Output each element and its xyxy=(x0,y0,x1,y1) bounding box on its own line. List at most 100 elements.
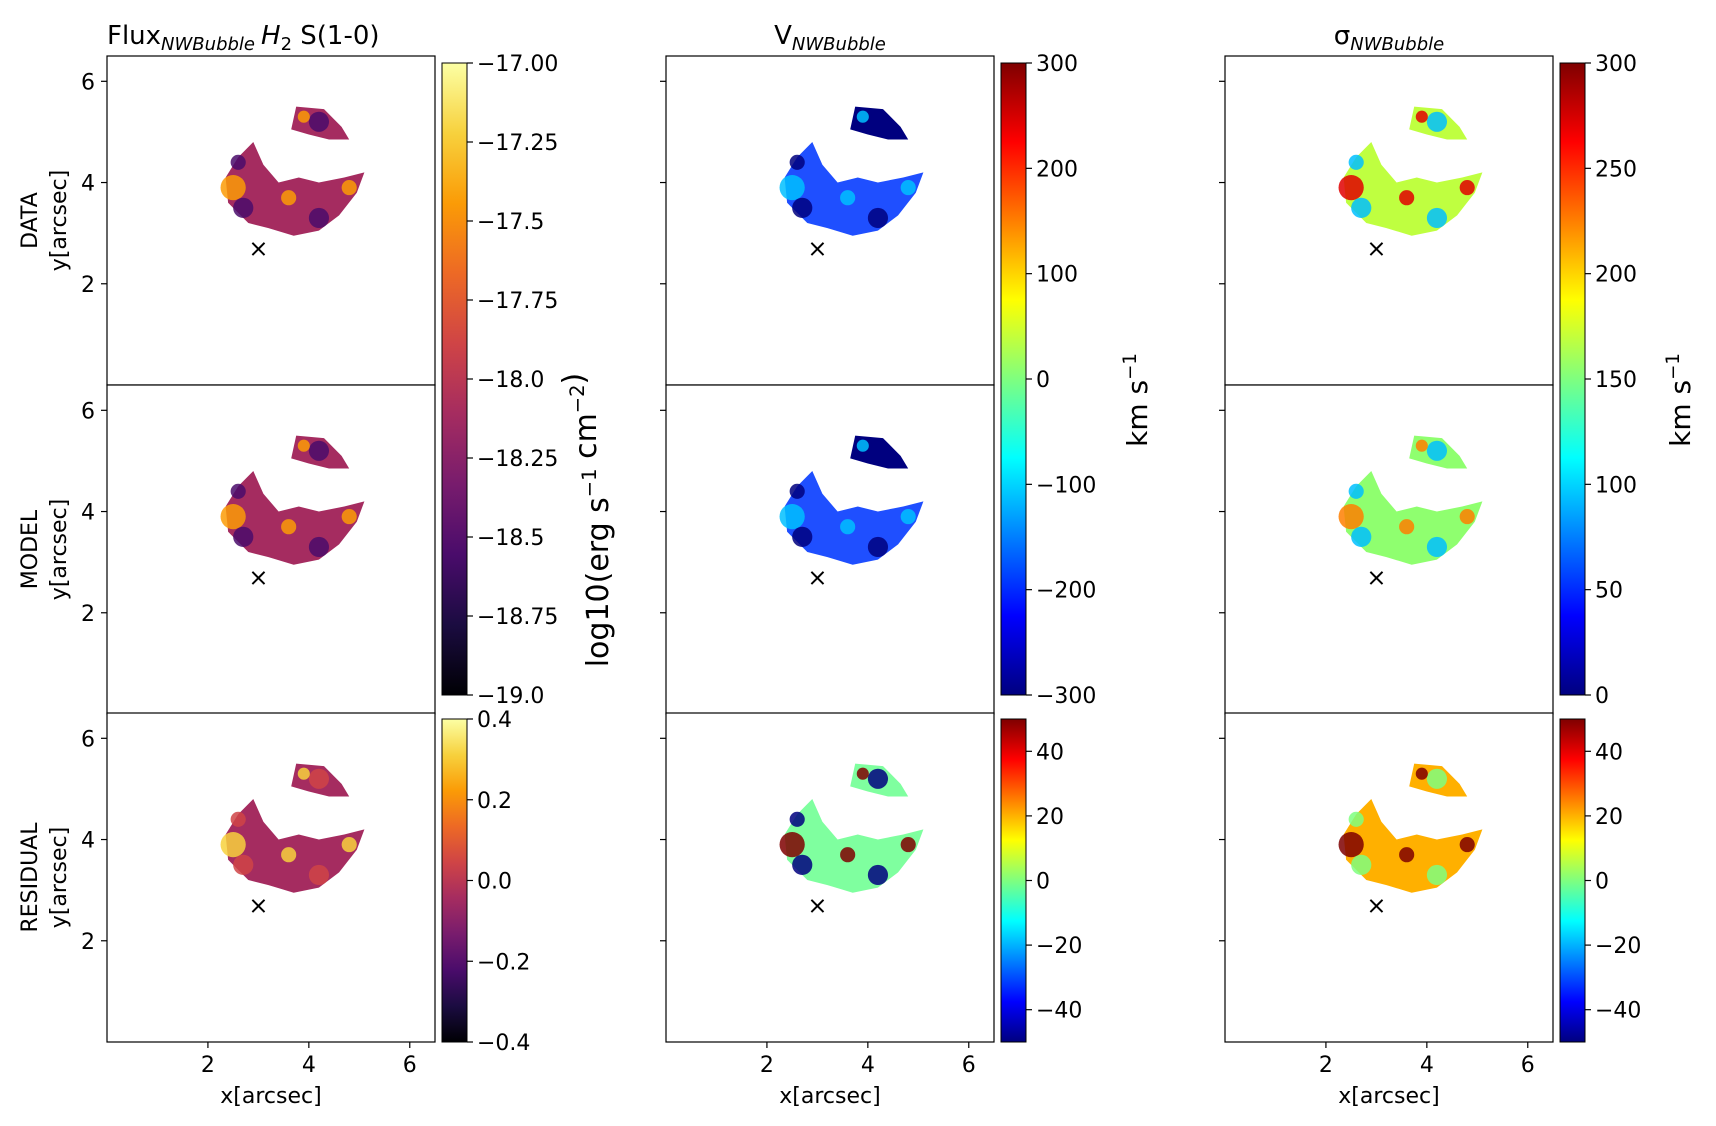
emission-patch xyxy=(840,190,856,206)
colorbar-tick-label: 0 xyxy=(1036,870,1050,895)
emission-patch xyxy=(1426,111,1448,132)
y-axis-label: y[arcsec] xyxy=(47,827,72,928)
colorbar-tick-label: 40 xyxy=(1595,740,1623,765)
emission-patch xyxy=(1459,837,1475,853)
colorbar-gradient xyxy=(441,718,468,1043)
x-axis-label: x[arcsec] xyxy=(1338,1084,1439,1109)
y-tick-label: 6 xyxy=(81,70,95,95)
center-marker: × xyxy=(1366,563,1386,591)
colorbar-gradient xyxy=(1000,62,1027,696)
emission-patch xyxy=(230,483,246,499)
emission-patch xyxy=(1426,864,1448,886)
emission-patch xyxy=(233,854,254,875)
emission-patch xyxy=(1351,854,1372,875)
colorbar-main: 300 200 100 0 −100 −200 −300 km s−1 xyxy=(1000,52,1154,709)
colorbar-residual: 40 20 0 −20 −40 xyxy=(1559,718,1641,1043)
emission-patch xyxy=(1426,440,1448,461)
emission-patch xyxy=(1415,110,1428,123)
emission-patch xyxy=(341,509,357,525)
emission-region xyxy=(784,142,924,236)
emission-patch xyxy=(856,439,869,452)
colorbar-tick-label: −40 xyxy=(1595,999,1641,1024)
emission-patch xyxy=(1459,509,1475,525)
emission-patch xyxy=(1348,811,1364,827)
y-tick-label: 2 xyxy=(81,273,95,298)
colorbar-gradient xyxy=(1000,718,1027,1043)
emission-patch xyxy=(308,768,330,789)
emission-patch xyxy=(297,110,310,123)
emission-patch xyxy=(230,811,246,827)
emission-patch xyxy=(779,174,805,201)
emission-patch xyxy=(281,190,297,206)
emission-patch xyxy=(308,207,330,229)
colorbar-tick-label: 0 xyxy=(1036,368,1050,393)
panel-residual-2: × 2 4 6 x[arcsec] xyxy=(660,712,995,1109)
emission-patch xyxy=(900,837,916,853)
emission-patch xyxy=(792,197,813,218)
emission-patch xyxy=(867,111,889,132)
emission-patch xyxy=(789,154,805,170)
colorbar-tick-label: 50 xyxy=(1595,579,1623,604)
colorbar-tick-label: 0.4 xyxy=(477,708,512,733)
emission-patch xyxy=(1426,207,1448,229)
column-title: σNWBubble xyxy=(1334,21,1444,55)
emission-patch xyxy=(281,519,297,535)
x-tick-label: 4 xyxy=(302,1053,316,1078)
colorbar-tick-label: 300 xyxy=(1036,52,1078,77)
panel-model-1: × 2 4 6 y[arcsec]MODEL xyxy=(18,384,436,715)
panel-residual-3: × 2 4 6 x[arcsec] xyxy=(1219,712,1554,1109)
emission-patch xyxy=(1399,519,1415,535)
colorbar-tick-label: 20 xyxy=(1036,805,1064,830)
row-label: RESIDUAL xyxy=(18,822,43,933)
emission-patch xyxy=(308,864,330,886)
colorbar-tick-label: −18.75 xyxy=(477,605,558,630)
emission-patch xyxy=(1415,439,1428,452)
y-tick-label: 2 xyxy=(81,602,95,627)
emission-region xyxy=(1343,799,1483,893)
colorbar-tick-label: −18.25 xyxy=(477,447,558,472)
colorbar-tick-label: −17.75 xyxy=(477,289,558,314)
emission-patch xyxy=(856,110,869,123)
emission-region xyxy=(225,142,365,236)
column-title: VNWBubble xyxy=(774,21,886,55)
colorbar-tick-label: −0.2 xyxy=(477,950,530,975)
center-marker: × xyxy=(1366,234,1386,262)
colorbar-tick-label: −40 xyxy=(1036,999,1082,1024)
colorbar-residual: 40 20 0 −20 −40 xyxy=(1000,718,1082,1043)
center-marker: × xyxy=(807,234,827,262)
panel-data-3: × xyxy=(1219,55,1554,386)
colorbar-tick-label: 20 xyxy=(1595,805,1623,830)
colorbar-tick-label: −19.0 xyxy=(477,684,544,709)
x-axis-label: x[arcsec] xyxy=(779,1084,880,1109)
panel-data-1: × 2 4 6 y[arcsec]DATA xyxy=(18,55,436,386)
emission-patch xyxy=(867,207,889,229)
center-marker: × xyxy=(807,563,827,591)
colorbar-tick-label: −100 xyxy=(1036,473,1096,498)
colorbar-tick-label: 200 xyxy=(1595,263,1637,288)
column-title: FluxNWBubble H2 S(1-0) xyxy=(107,21,380,55)
colorbar-tick-label: −18.5 xyxy=(477,526,544,551)
colorbar-tick-label: −300 xyxy=(1036,684,1096,709)
row-label: DATA xyxy=(18,192,43,249)
center-marker: × xyxy=(807,891,827,919)
colorbar-tick-label: −20 xyxy=(1036,934,1082,959)
emission-patch xyxy=(856,767,869,780)
emission-patch xyxy=(840,519,856,535)
x-tick-label: 6 xyxy=(403,1053,417,1078)
colorbar-tick-label: 300 xyxy=(1595,52,1637,77)
emission-patch xyxy=(233,197,254,218)
x-tick-label: 4 xyxy=(861,1053,875,1078)
emission-patch xyxy=(900,180,916,196)
y-tick-label: 4 xyxy=(81,829,95,854)
colorbar-tick-label: −17.00 xyxy=(477,52,558,77)
colorbar-tick-label: 0 xyxy=(1595,684,1609,709)
colorbar-tick-label: −18.0 xyxy=(477,368,544,393)
colorbar-tick-label: 0.0 xyxy=(477,870,512,895)
emission-patch xyxy=(867,864,889,886)
emission-patch xyxy=(308,111,330,132)
emission-patch xyxy=(220,174,246,201)
y-tick-label: 6 xyxy=(81,727,95,752)
emission-patch xyxy=(281,847,297,863)
x-tick-label: 2 xyxy=(760,1053,774,1078)
panel-column-3: σNWBubble×××2 4 6x[arcsec]3002502001501005… xyxy=(1219,21,1697,1109)
